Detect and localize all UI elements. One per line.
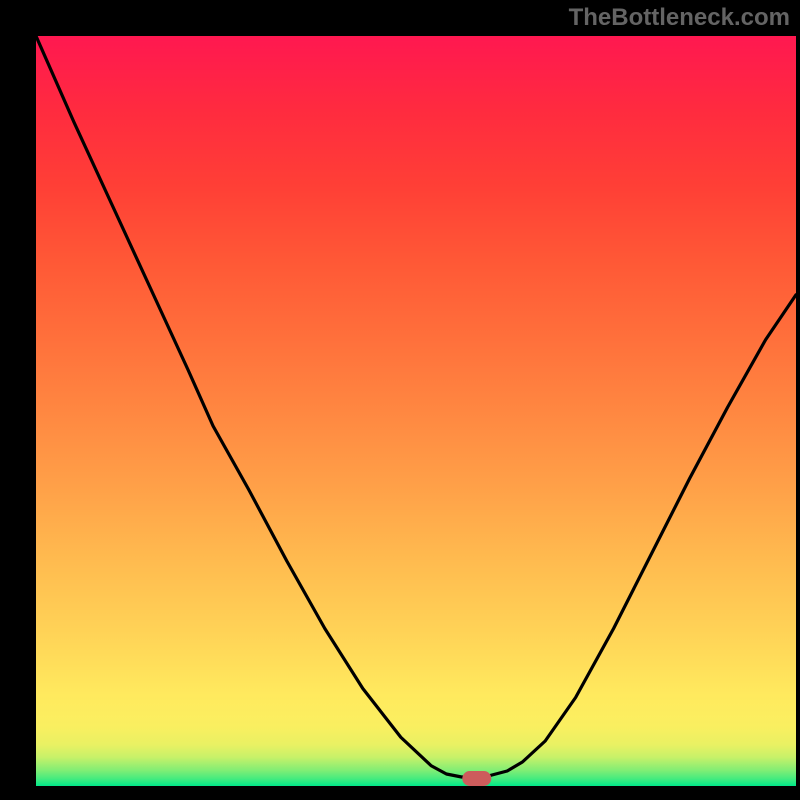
- optimal-point-marker: [463, 772, 491, 786]
- gradient-background: [36, 36, 796, 786]
- watermark-text: TheBottleneck.com: [569, 4, 790, 32]
- chart-frame: TheBottleneck.com: [0, 0, 800, 800]
- bottleneck-chart: [36, 36, 796, 786]
